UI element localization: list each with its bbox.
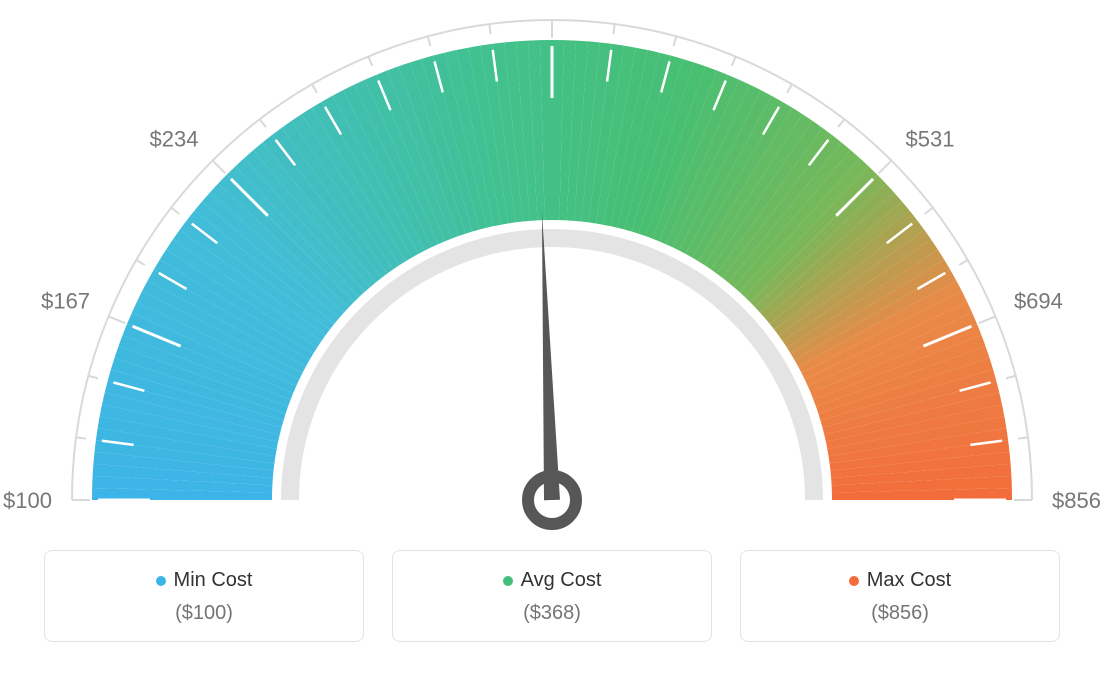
legend-dot-max [849, 576, 859, 586]
gauge-svg: $100$167$234$368$531$694$856 [0, 0, 1104, 540]
legend-label-max: Max Cost [867, 569, 951, 592]
legend-card-max: Max Cost ($856) [740, 550, 1060, 642]
tick-label: $531 [906, 126, 955, 151]
legend-value-avg: ($368) [403, 602, 701, 625]
legend-value-max: ($856) [751, 602, 1049, 625]
tick-label: $234 [149, 126, 198, 151]
tick-label: $694 [1014, 289, 1063, 314]
legend-dot-min [156, 576, 166, 586]
tick-label: $167 [41, 289, 90, 314]
gauge-chart: $100$167$234$368$531$694$856 [0, 0, 1104, 540]
legend-label-min: Min Cost [174, 569, 253, 592]
legend-title-max: Max Cost [849, 569, 951, 592]
legend-label-avg: Avg Cost [521, 569, 602, 592]
legend-dot-avg [503, 576, 513, 586]
legend-title-avg: Avg Cost [503, 569, 602, 592]
tick-label: $100 [3, 488, 52, 513]
legend-value-min: ($100) [55, 602, 353, 625]
tick-label: $856 [1052, 488, 1101, 513]
legend-card-min: Min Cost ($100) [44, 550, 364, 642]
legend-title-min: Min Cost [156, 569, 253, 592]
gauge-needle [542, 212, 560, 500]
legend-card-avg: Avg Cost ($368) [392, 550, 712, 642]
legend-row: Min Cost ($100) Avg Cost ($368) Max Cost… [0, 550, 1104, 642]
